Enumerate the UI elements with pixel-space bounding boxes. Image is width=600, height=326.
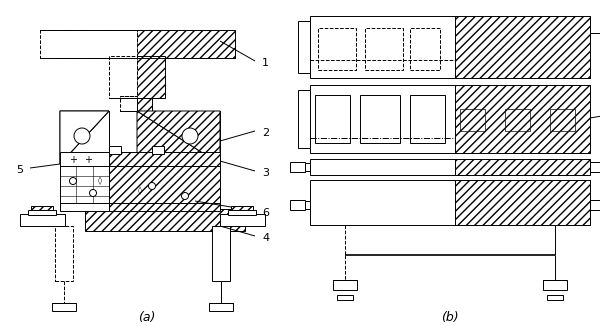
- Bar: [31, 206, 53, 210]
- Bar: [547, 295, 563, 300]
- Bar: [231, 206, 253, 210]
- Bar: [137, 30, 235, 58]
- Bar: [315, 95, 350, 143]
- Bar: [365, 28, 403, 70]
- Bar: [109, 203, 220, 211]
- Bar: [460, 109, 485, 131]
- Bar: [310, 85, 590, 153]
- Bar: [455, 159, 590, 175]
- Bar: [152, 146, 164, 154]
- Bar: [55, 226, 73, 281]
- Polygon shape: [137, 111, 220, 164]
- Bar: [298, 21, 310, 73]
- Bar: [305, 163, 310, 171]
- Bar: [109, 146, 121, 154]
- Text: ◊: ◊: [138, 186, 142, 196]
- Bar: [120, 96, 137, 111]
- Bar: [60, 152, 109, 168]
- Bar: [590, 200, 600, 210]
- Circle shape: [182, 128, 198, 144]
- Bar: [310, 16, 590, 78]
- Text: +: +: [84, 155, 92, 165]
- Bar: [455, 180, 590, 225]
- Bar: [228, 210, 256, 215]
- Polygon shape: [137, 111, 220, 164]
- Bar: [305, 201, 310, 209]
- Bar: [28, 210, 56, 215]
- Bar: [590, 162, 600, 172]
- Bar: [109, 166, 220, 206]
- Text: (b): (b): [441, 312, 459, 324]
- Text: 6: 6: [262, 208, 269, 218]
- Bar: [318, 28, 356, 70]
- Bar: [333, 280, 357, 290]
- Circle shape: [182, 192, 188, 200]
- Text: 1: 1: [262, 58, 269, 68]
- Bar: [212, 226, 230, 281]
- Bar: [290, 162, 305, 172]
- Circle shape: [89, 189, 97, 197]
- Text: 3: 3: [262, 168, 269, 178]
- Bar: [298, 90, 310, 148]
- Bar: [410, 28, 440, 70]
- Bar: [310, 180, 590, 225]
- Text: 5: 5: [16, 165, 23, 175]
- Bar: [360, 95, 400, 143]
- Bar: [455, 85, 590, 153]
- Bar: [550, 109, 575, 131]
- Bar: [543, 280, 567, 290]
- Polygon shape: [137, 111, 220, 164]
- Bar: [337, 295, 353, 300]
- Bar: [20, 214, 65, 226]
- Text: 4: 4: [262, 233, 269, 243]
- Bar: [85, 209, 245, 231]
- Bar: [137, 98, 152, 111]
- Bar: [290, 200, 305, 210]
- Circle shape: [74, 128, 90, 144]
- Bar: [209, 303, 233, 311]
- Polygon shape: [60, 111, 109, 164]
- Text: +: +: [69, 155, 77, 165]
- Text: 2: 2: [262, 128, 269, 138]
- Polygon shape: [60, 111, 109, 164]
- Bar: [40, 30, 137, 58]
- Bar: [60, 203, 109, 211]
- Polygon shape: [60, 111, 109, 164]
- Text: ◊: ◊: [98, 176, 102, 185]
- Circle shape: [149, 183, 155, 189]
- Bar: [52, 303, 76, 311]
- Bar: [109, 56, 137, 98]
- Text: (a): (a): [139, 312, 155, 324]
- Bar: [137, 56, 165, 98]
- Bar: [455, 16, 590, 78]
- Bar: [310, 159, 590, 175]
- Bar: [60, 166, 109, 206]
- Circle shape: [70, 177, 77, 185]
- Bar: [505, 109, 530, 131]
- Bar: [109, 152, 220, 168]
- Bar: [220, 214, 265, 226]
- Bar: [410, 95, 445, 143]
